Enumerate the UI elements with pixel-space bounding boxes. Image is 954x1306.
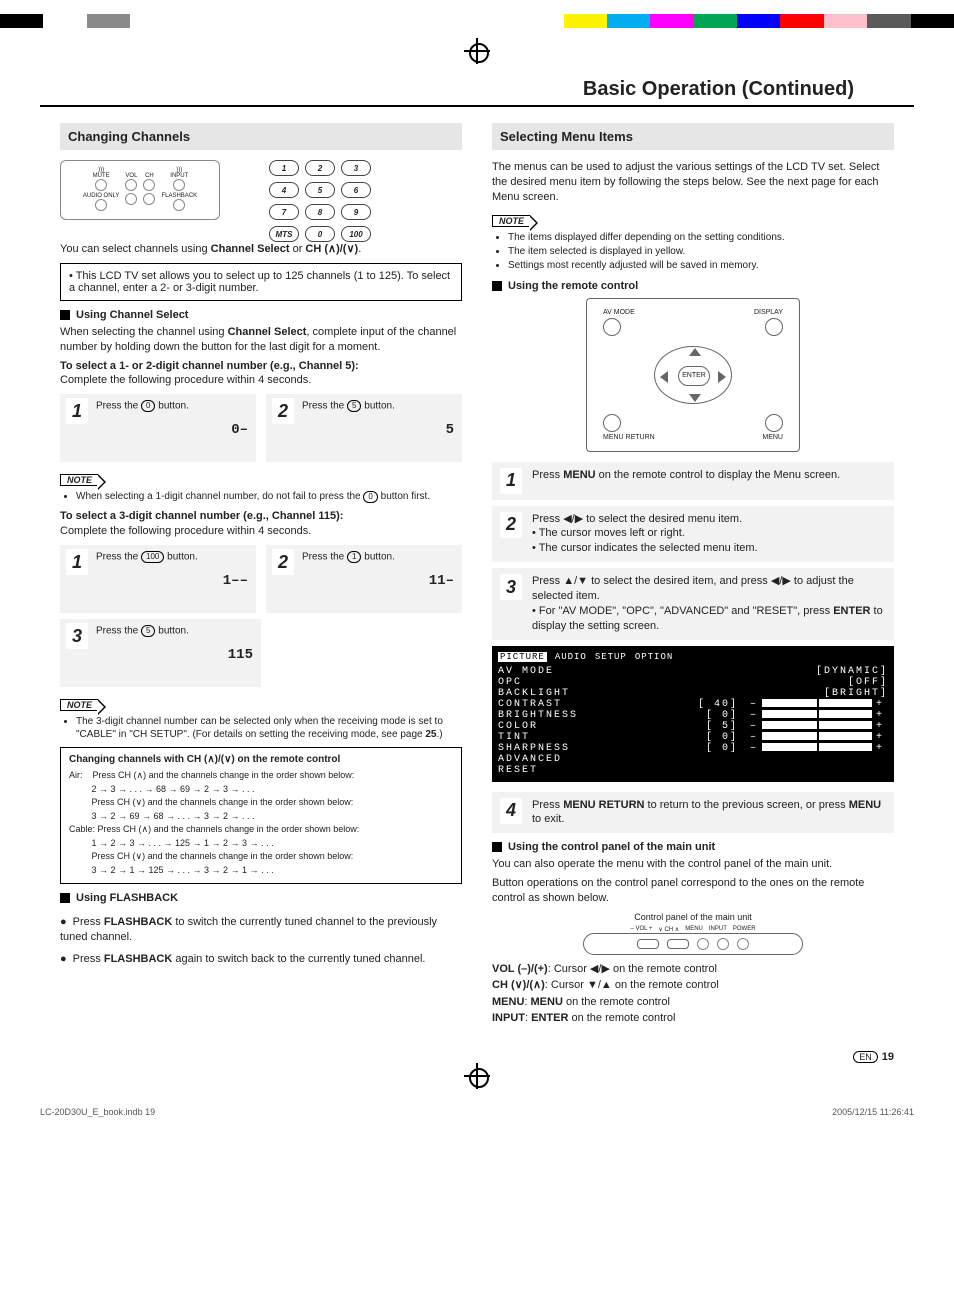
registration-mark xyxy=(0,38,954,78)
color-registration-bar xyxy=(0,14,954,28)
step-1: 1Press MENU on the remote control to dis… xyxy=(492,462,894,500)
step-1: 1Press the 0 button.0– xyxy=(60,394,256,462)
step-4: 4 Press MENU RETURN to return to the pre… xyxy=(492,792,894,834)
note-label: NOTE xyxy=(60,699,98,711)
paragraph: Button operations on the control panel c… xyxy=(492,876,894,906)
ch-order-box: Changing channels with CH (∧)/(∨) on the… xyxy=(60,747,462,884)
paragraph: When selecting the channel using Channel… xyxy=(60,325,462,355)
section-heading-changing-channels: Changing Channels xyxy=(60,123,462,150)
note-list: The items displayed differ depending on … xyxy=(492,231,894,272)
osd-menu-figure: PICTUREAUDIOSETUPOPTION AV MODE[DYNAMIC]… xyxy=(492,646,894,782)
info-box-125-channels: • This LCD TV set allows you to select u… xyxy=(60,263,462,301)
remote-control-figure: AV MODEDISPLAY ENTER MENU RETURNMENU xyxy=(586,298,800,452)
heading-using-channel-select: Using Channel Select xyxy=(60,309,462,321)
keypad-figure: 123456789MTS0100 xyxy=(240,160,400,230)
section-heading-selecting-menu: Selecting Menu Items xyxy=(492,123,894,150)
page-title: Basic Operation (Continued) xyxy=(40,78,914,107)
print-footer: LC-20D30U_E_book.indb 19 2005/12/15 11:2… xyxy=(0,1103,954,1121)
intro-text: You can select channels using Channel Se… xyxy=(60,242,462,257)
heading-using-flashback: Using FLASHBACK xyxy=(60,892,462,904)
paragraph: You can also operate the menu with the c… xyxy=(492,857,894,872)
note-label: NOTE xyxy=(60,474,98,486)
note-label: NOTE xyxy=(492,215,530,227)
note-list: When selecting a 1-digit channel number,… xyxy=(60,490,462,503)
intro-paragraph: The menus can be used to adjust the vari… xyxy=(492,160,894,205)
registration-mark-bottom xyxy=(0,1063,954,1103)
step-2: 2Press the 5 button.5 xyxy=(266,394,462,462)
step-3: 3Press ▲/▼ to select the desired item, a… xyxy=(492,568,894,639)
step-2: 2Press ◀/▶ to select the desired menu it… xyxy=(492,506,894,563)
remote-panel-figure: ))) MUTE AUDIO ONLY VOL CH xyxy=(60,160,220,230)
step-1: 1Press the 100 button.1–– xyxy=(60,545,256,613)
page-number: EN19 xyxy=(0,1031,954,1063)
heading-select-12-digit: To select a 1- or 2-digit channel number… xyxy=(60,359,462,389)
heading-using-control-panel: Using the control panel of the main unit xyxy=(492,841,894,853)
step-3: 3Press the 5 button.115 xyxy=(60,619,261,687)
button-mapping: VOL (–)/(+): Cursor ◀/▶ on the remote co… xyxy=(492,961,894,1027)
flashback-list: Press FLASHBACK to switch the currently … xyxy=(60,915,462,967)
step-2: 2Press the 1 button.11– xyxy=(266,545,462,613)
control-panel-figure: Control panel of the main unit – VOL +∨ … xyxy=(583,912,803,955)
heading-using-remote: Using the remote control xyxy=(492,280,894,292)
heading-select-3-digit: To select a 3-digit channel number (e.g.… xyxy=(60,509,462,539)
note-list: The 3-digit channel number can be select… xyxy=(60,715,462,741)
